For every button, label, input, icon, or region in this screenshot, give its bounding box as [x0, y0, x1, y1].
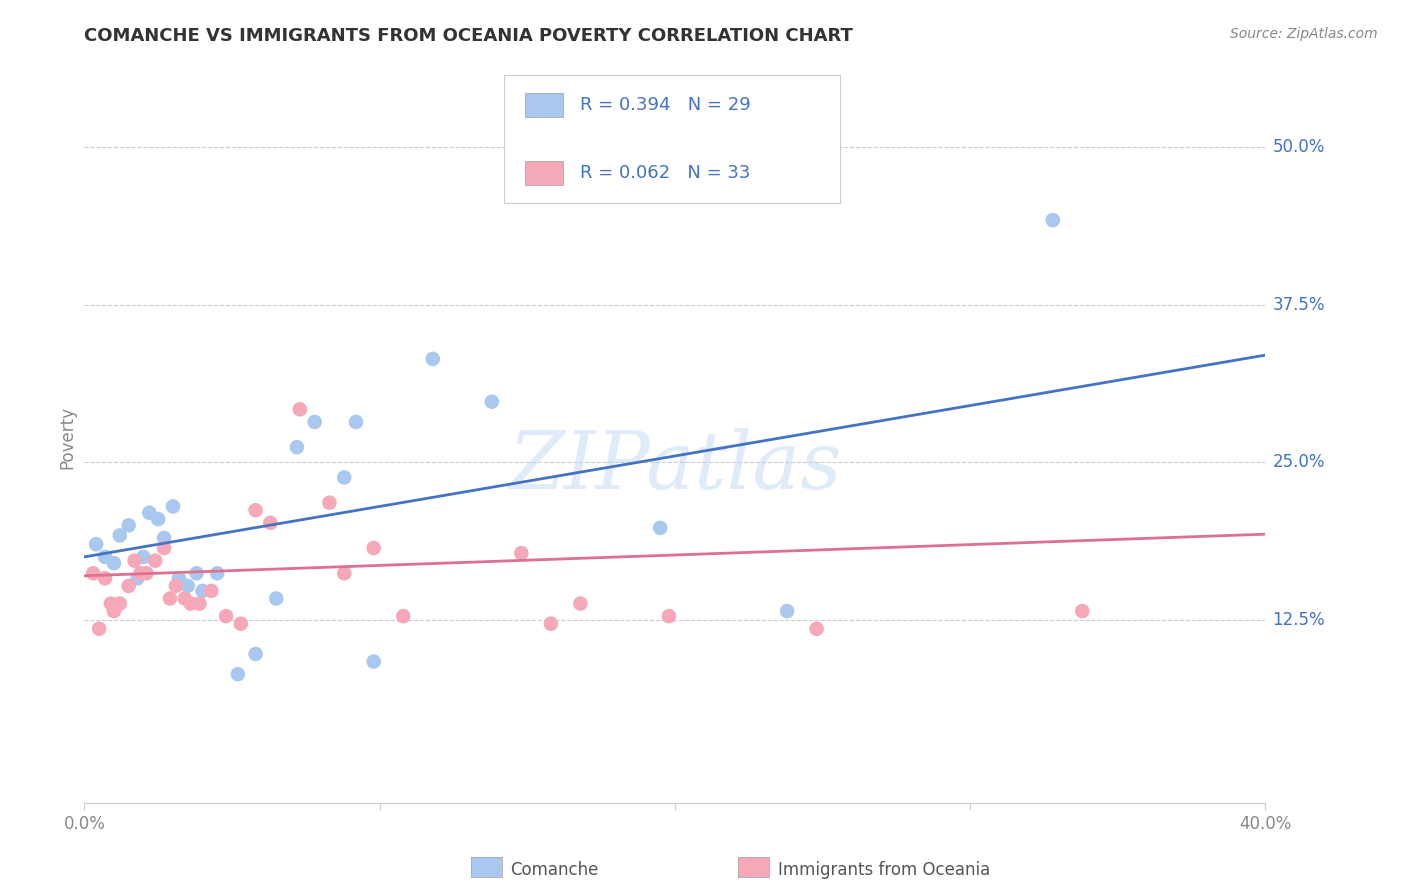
Point	[658, 609, 681, 624]
Point	[153, 541, 176, 555]
Point	[264, 591, 288, 606]
Point	[180, 597, 202, 611]
Point	[118, 579, 141, 593]
Point	[1071, 604, 1094, 618]
Text: COMANCHE VS IMMIGRANTS FROM OCEANIA POVERTY CORRELATION CHART: COMANCHE VS IMMIGRANTS FROM OCEANIA POVE…	[84, 27, 853, 45]
Point	[118, 518, 141, 533]
Point	[226, 667, 249, 681]
Point	[422, 351, 444, 366]
Point	[87, 622, 111, 636]
Point	[103, 604, 125, 618]
Point	[229, 616, 252, 631]
Point	[138, 506, 160, 520]
Point	[132, 549, 155, 564]
Point	[344, 415, 367, 429]
Point	[84, 537, 107, 551]
Point	[648, 521, 672, 535]
Point	[186, 566, 208, 581]
Point	[245, 647, 267, 661]
Text: Immigrants from Oceania: Immigrants from Oceania	[778, 861, 990, 879]
Bar	[524, 94, 562, 117]
Text: 50.0%: 50.0%	[1272, 138, 1324, 156]
Point	[215, 609, 238, 624]
Point	[94, 571, 117, 585]
Point	[100, 597, 122, 611]
Point	[569, 597, 592, 611]
Point	[108, 597, 131, 611]
Point	[540, 616, 562, 631]
FancyBboxPatch shape	[503, 75, 841, 203]
Text: 12.5%: 12.5%	[1272, 611, 1324, 629]
Point	[162, 500, 184, 514]
Point	[108, 528, 131, 542]
Point	[288, 402, 311, 417]
Text: Comanche: Comanche	[510, 861, 599, 879]
Point	[333, 566, 356, 581]
Point	[806, 622, 828, 636]
Bar	[524, 161, 562, 185]
Point	[245, 503, 267, 517]
Text: 25.0%: 25.0%	[1272, 453, 1324, 471]
Point	[173, 591, 195, 606]
Point	[259, 516, 281, 530]
Text: R = 0.394   N = 29: R = 0.394 N = 29	[581, 96, 751, 114]
Point	[510, 546, 533, 560]
Point	[481, 394, 503, 409]
Point	[333, 470, 356, 484]
Point	[94, 549, 117, 564]
Point	[148, 512, 170, 526]
Point	[1042, 213, 1064, 227]
Point	[103, 556, 125, 570]
Point	[318, 496, 340, 510]
Point	[188, 597, 211, 611]
Point	[177, 579, 200, 593]
Point	[363, 541, 385, 555]
Point	[124, 554, 146, 568]
Point	[127, 571, 149, 585]
Point	[200, 583, 222, 598]
Text: ZIPatlas: ZIPatlas	[508, 427, 842, 505]
Point	[167, 571, 190, 585]
Point	[392, 609, 415, 624]
Point	[153, 531, 176, 545]
Point	[129, 566, 152, 581]
Y-axis label: Poverty: Poverty	[58, 406, 76, 468]
Point	[304, 415, 326, 429]
Point	[165, 579, 187, 593]
Point	[191, 583, 214, 598]
Point	[135, 566, 157, 581]
Point	[143, 554, 166, 568]
Point	[159, 591, 181, 606]
Text: R = 0.062   N = 33: R = 0.062 N = 33	[581, 164, 751, 182]
Text: 37.5%: 37.5%	[1272, 295, 1324, 314]
Point	[776, 604, 799, 618]
Point	[82, 566, 104, 581]
Point	[285, 440, 308, 454]
Point	[363, 655, 385, 669]
Text: Source: ZipAtlas.com: Source: ZipAtlas.com	[1230, 27, 1378, 41]
Point	[205, 566, 228, 581]
